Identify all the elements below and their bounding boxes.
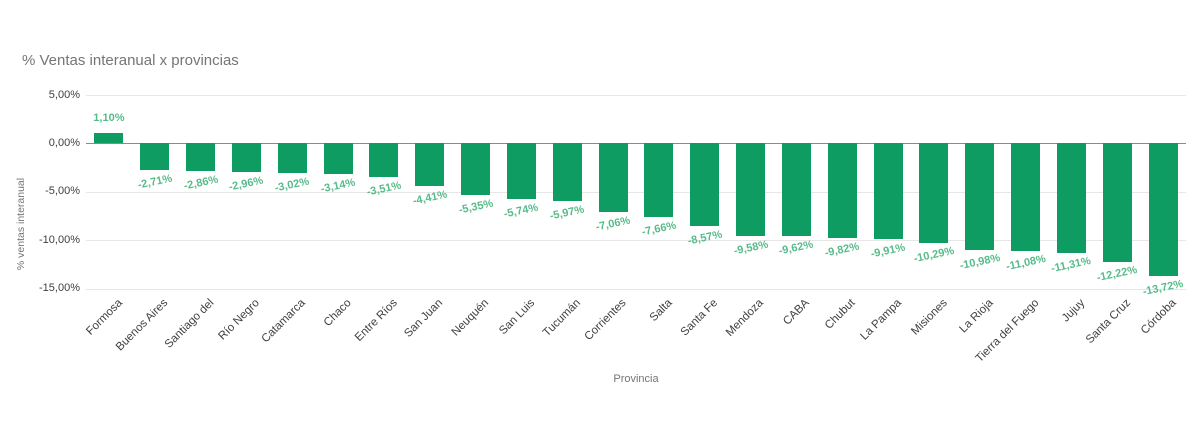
zero-line xyxy=(86,143,1186,145)
x-category-label-text: La Rioja xyxy=(956,297,996,336)
x-category-label-text: Formosa xyxy=(83,297,125,338)
x-category-label-text: Jujuy xyxy=(1059,297,1087,325)
bar[interactable] xyxy=(323,143,353,174)
bar[interactable] xyxy=(369,143,399,178)
bar-value-label: -9,91% xyxy=(869,241,907,261)
bar[interactable] xyxy=(186,143,216,172)
bar[interactable] xyxy=(736,143,766,237)
bar-value-label: -3,51% xyxy=(365,179,403,199)
bar[interactable] xyxy=(690,143,720,227)
bar-value-label: -11,31% xyxy=(1050,254,1093,275)
bar-value-label: -10,29% xyxy=(912,244,956,266)
x-category-label-text: Córdoba xyxy=(1138,297,1179,337)
bar-value-label: -2,86% xyxy=(182,173,219,193)
bar[interactable] xyxy=(1148,143,1178,277)
bar[interactable] xyxy=(781,143,811,237)
bar[interactable] xyxy=(965,143,995,250)
bar-value-label: -2,96% xyxy=(228,174,265,194)
bar-value-label: -9,62% xyxy=(778,238,815,258)
bar[interactable] xyxy=(231,143,261,172)
bar-value-label: -12,22% xyxy=(1095,263,1139,284)
bar[interactable] xyxy=(415,143,445,187)
bar[interactable] xyxy=(1011,143,1041,251)
x-category-label-text: Catamarca xyxy=(259,297,308,346)
bar-value-label: -5,35% xyxy=(457,197,494,217)
x-category-label-text: Entre Ríos xyxy=(352,297,400,344)
bar-value-label: -9,82% xyxy=(823,240,861,260)
bar[interactable] xyxy=(1102,143,1132,262)
gridline xyxy=(86,240,1186,242)
bar-value-label: -5,97% xyxy=(548,203,586,223)
x-category-label-text: Tucumán xyxy=(540,297,583,340)
y-tick-label: -5,00% xyxy=(45,185,80,198)
x-category-label-text: San Luis xyxy=(496,297,537,338)
x-category-label-text: Salta xyxy=(647,297,675,325)
bar[interactable] xyxy=(1056,143,1086,253)
y-tick-label: 0,00% xyxy=(48,136,80,149)
gridline xyxy=(86,288,1186,290)
bar[interactable] xyxy=(506,143,536,199)
bar-value-label: 1,10% xyxy=(93,111,125,124)
bar[interactable] xyxy=(461,143,491,196)
bar-value-label: -8,57% xyxy=(686,228,724,248)
x-category-label-text: Mendoza xyxy=(724,297,767,339)
x-category-label-text: CABA xyxy=(781,297,812,328)
y-tick-label: 5,00% xyxy=(48,88,80,101)
x-category-label-text: San Juan xyxy=(402,297,446,340)
bar-value-label: -11,08% xyxy=(1004,252,1047,273)
gridline xyxy=(86,191,1186,193)
x-category-label-text: Río Negro xyxy=(216,297,262,343)
x-category-label-text: Corrientes xyxy=(582,297,629,344)
bar[interactable] xyxy=(277,143,307,173)
y-tick-label: -10,00% xyxy=(39,233,80,246)
x-category-label-text: Santa Fe xyxy=(678,297,721,339)
bar-value-label: -13,72% xyxy=(1141,277,1185,299)
chart-title: % Ventas interanual x provincias xyxy=(22,52,239,69)
gridline xyxy=(86,95,1186,96)
bar[interactable] xyxy=(94,132,124,144)
bar-value-label: -7,66% xyxy=(640,219,678,239)
bar[interactable] xyxy=(827,143,857,239)
bar[interactable] xyxy=(919,143,949,243)
y-axis-title: % ventas interanual xyxy=(15,177,27,271)
x-category-label-text: Misiones xyxy=(908,297,950,338)
bar[interactable] xyxy=(873,143,903,240)
x-category-label-text: La Pampa xyxy=(857,297,904,343)
x-category-label-text: Chaco xyxy=(321,297,354,329)
bar-value-label: -10,98% xyxy=(958,251,1002,272)
bar-value-label: -7,06% xyxy=(594,214,632,234)
bar[interactable] xyxy=(140,143,170,170)
bar-value-label: -2,71% xyxy=(136,172,174,192)
x-category-label-text: Santa Cruz xyxy=(1083,297,1133,347)
bar[interactable] xyxy=(644,143,674,218)
y-tick-label: -15,00% xyxy=(39,282,80,294)
x-category-label-text: Chubut xyxy=(823,297,858,332)
x-axis-title: Provincia xyxy=(613,373,659,385)
x-category-label-text: Neuquén xyxy=(449,297,492,339)
bar[interactable] xyxy=(552,143,582,202)
bar[interactable] xyxy=(598,143,628,212)
bar-value-label: -9,58% xyxy=(732,238,769,258)
bar-value-label: -5,74% xyxy=(503,201,540,221)
